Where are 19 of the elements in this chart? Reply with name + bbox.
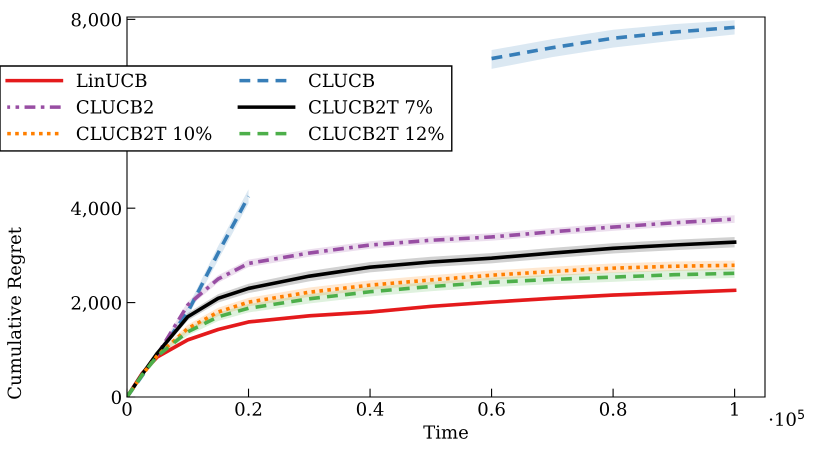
x-tick-label: 0.4	[356, 402, 384, 416]
legend-label: LinUCB	[76, 74, 146, 88]
x-tick-label: 1	[731, 402, 738, 416]
y-tick-label: 4,000	[71, 202, 121, 218]
legend-label: CLUCB2T 10%	[76, 126, 212, 140]
x-tick-label: 0.8	[600, 402, 626, 416]
legend-label: CLUCB2	[76, 100, 153, 114]
text: ·10$^{5}$	[770, 410, 804, 426]
legend-label: CLUCB2T 7%	[309, 100, 432, 114]
legend-label: CLUCB2T 12%	[309, 126, 444, 140]
y-tick-label: 2,000	[72, 296, 121, 312]
x-tick-label: 0.2	[235, 402, 262, 416]
y-tick-label: 0	[112, 390, 121, 404]
y-axis-title: Cumulative Regret	[7, 227, 25, 399]
x-tick-label: 0	[122, 402, 132, 416]
y-tick-label: 8,000	[72, 12, 121, 29]
x-axis-title: Time	[423, 425, 468, 439]
x-tick-label: 0.6	[478, 402, 505, 416]
legend-label: CLUCB	[309, 74, 374, 88]
